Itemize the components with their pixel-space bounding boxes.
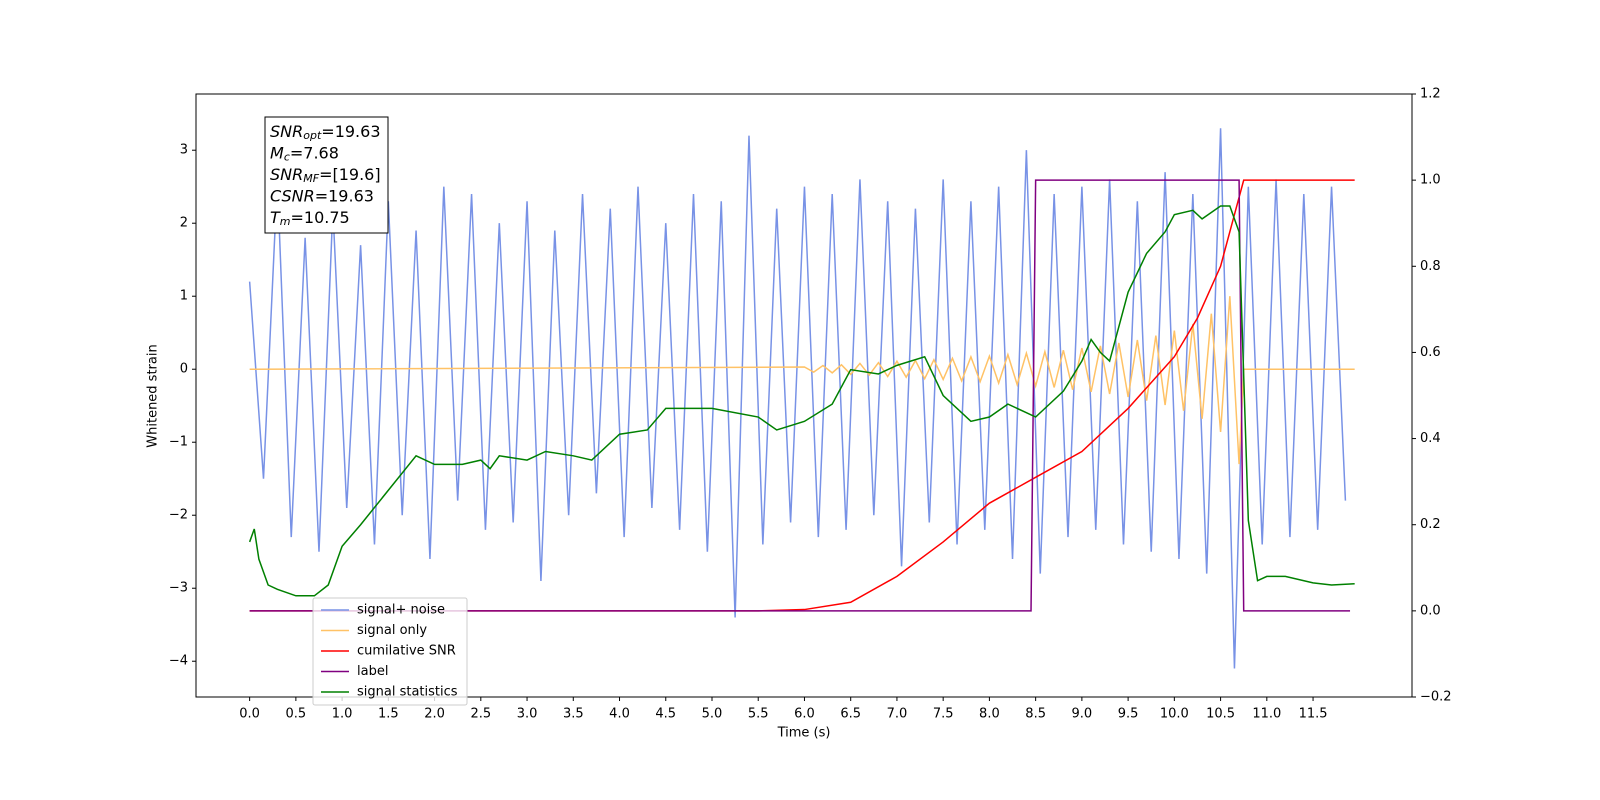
y-tick-label: −3 xyxy=(169,581,188,596)
x-tick-label: 0.0 xyxy=(239,707,260,722)
y2-tick-label: 0.8 xyxy=(1420,259,1441,274)
x-tick-label: 9.5 xyxy=(1118,707,1139,722)
x-tick-label: 5.5 xyxy=(748,707,769,722)
annotation-line: Mc=7.68 xyxy=(270,143,339,164)
x-tick-label: 5.0 xyxy=(702,707,723,722)
y-tick-label: −2 xyxy=(169,508,188,523)
y-tick-label: −1 xyxy=(169,435,188,450)
y2-tick-label: 0.0 xyxy=(1420,603,1441,618)
annotation-sub: m xyxy=(280,215,291,228)
y-tick-label: 1 xyxy=(180,289,188,304)
annotation-box xyxy=(264,116,389,234)
y2-tick-label: 0.2 xyxy=(1420,517,1441,532)
annotation-rest: =19.63 xyxy=(315,186,374,205)
y-tick-label: 2 xyxy=(180,216,188,231)
y-axis-label: Whitened strain xyxy=(146,344,161,447)
annotation-main: SNR xyxy=(270,122,303,141)
annotation-main: T xyxy=(270,208,281,227)
x-tick-label: 10.0 xyxy=(1160,707,1189,722)
x-tick-label: 11.0 xyxy=(1252,707,1281,722)
x-tick-label: 2.0 xyxy=(424,707,445,722)
x-tick-label: 8.5 xyxy=(1025,707,1046,722)
x-axis-label: Time (s) xyxy=(777,726,831,741)
x-tick-label: 1.0 xyxy=(332,707,353,722)
legend-label: label xyxy=(357,664,388,679)
legend-label: cumilative SNR xyxy=(357,644,456,659)
legend-label: signal+ noise xyxy=(357,603,445,618)
annotation-sub: c xyxy=(284,151,290,164)
x-tick-label: 11.5 xyxy=(1299,707,1328,722)
x-tick-label: 3.5 xyxy=(563,707,584,722)
x-tick-label: 4.0 xyxy=(609,707,630,722)
annotation: SNRopt=19.63Mc=7.68SNRMF=[19.6]CSNR=19.6… xyxy=(264,116,389,234)
annotation-line: SNRMF=[19.6] xyxy=(270,165,381,186)
x-tick-label: 6.5 xyxy=(840,707,861,722)
y-tick-label: −4 xyxy=(169,654,188,669)
x-tick-label: 10.5 xyxy=(1206,707,1235,722)
series-line xyxy=(249,296,1355,465)
annotation-rest: =10.75 xyxy=(291,208,350,227)
y2-tick-label: 1.2 xyxy=(1420,87,1441,102)
annotation-main: SNR xyxy=(270,165,303,184)
x-tick-label: 9.0 xyxy=(1072,707,1093,722)
annotation-line: SNRopt=19.63 xyxy=(270,122,381,143)
annotation-rest: =[19.6] xyxy=(319,165,381,184)
annotation-sub: MF xyxy=(303,172,319,185)
annotation-main: M xyxy=(270,143,284,162)
legend-label: signal statistics xyxy=(357,685,458,700)
legend: signal+ noise signal only cumilative SNR la… xyxy=(312,597,468,706)
annotation-line: Tm=10.75 xyxy=(270,208,350,229)
x-tick-label: 3.0 xyxy=(517,707,538,722)
series-line xyxy=(249,179,1355,612)
y-tick-label: 3 xyxy=(180,143,188,158)
annotation-line: CSNR=19.63 xyxy=(270,186,374,205)
x-tick-label: 1.5 xyxy=(378,707,399,722)
x-tick-label: 7.0 xyxy=(887,707,908,722)
series-line xyxy=(248,205,1355,597)
y2-tick-label: 0.4 xyxy=(1420,431,1441,446)
y2-tick-label: 0.6 xyxy=(1420,345,1441,360)
x-tick-label: 8.0 xyxy=(979,707,1000,722)
x-tick-label: 2.5 xyxy=(470,707,491,722)
annotation-rest: =7.68 xyxy=(290,143,339,162)
legend-box xyxy=(312,597,468,706)
series-line xyxy=(249,179,1351,612)
y2-tick-label: −0.2 xyxy=(1420,690,1452,705)
y-tick-label: 0 xyxy=(180,362,188,377)
x-tick-label: 6.0 xyxy=(794,707,815,722)
annotation-sub: opt xyxy=(303,129,322,142)
annotation-main: CSNR xyxy=(270,186,315,205)
annotation-rest: =19.63 xyxy=(321,122,380,141)
x-tick-label: 7.5 xyxy=(933,707,954,722)
y2-tick-label: 1.0 xyxy=(1420,173,1441,188)
plot xyxy=(248,128,1355,669)
legend-label: signal only xyxy=(357,623,427,638)
x-tick-label: 4.5 xyxy=(655,707,676,722)
x-tick-label: 0.5 xyxy=(286,707,307,722)
